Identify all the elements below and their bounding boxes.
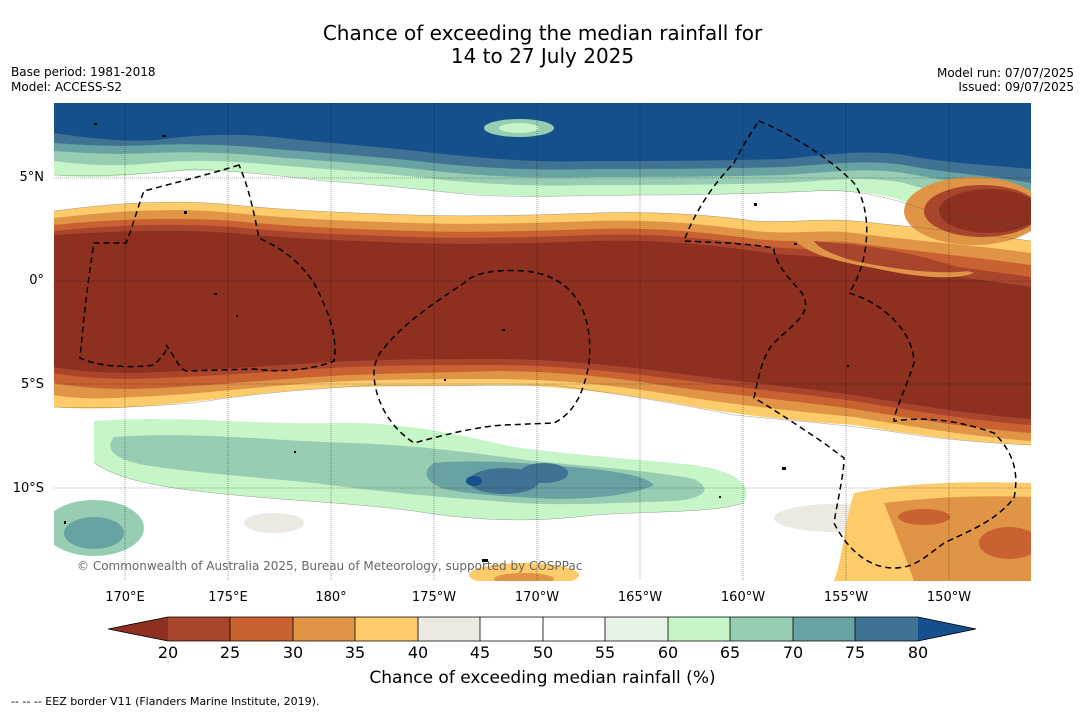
colorbar-55-60: [605, 617, 668, 641]
colorbar-tick-70: 70: [782, 643, 804, 662]
sw-wet-patch-core: [64, 517, 124, 549]
se-dry-core-2: [979, 527, 1031, 559]
bottom-dry-patch: [469, 563, 579, 581]
colorbar-tick-30: 30: [282, 643, 304, 662]
map-title-line-1: Chance of exceeding the median rainfall …: [322, 21, 763, 45]
colorbar-above-80: [918, 617, 976, 641]
colorbar-tick-65: 65: [719, 643, 741, 662]
issued-label: Issued: 09/07/2025: [958, 80, 1074, 94]
colorbar-tick-20: 20: [157, 643, 179, 662]
colorbar-tick-50: 50: [532, 643, 554, 662]
model-run-label: Model run: 07/07/2025: [936, 66, 1074, 80]
islands: [64, 123, 849, 562]
rainfall-probability-map: [54, 103, 1031, 581]
colorbar-title: Chance of exceeding median rainfall (%): [369, 668, 716, 688]
lon-label-165w: 165°W: [617, 590, 663, 605]
colorbar-tick-45: 45: [469, 643, 491, 662]
colorbar-40-45: [418, 617, 480, 641]
lat-label-5n: 5°N: [19, 170, 45, 185]
ne-dry-patch-core: [939, 189, 1031, 233]
north-wet-zone-max: [54, 103, 1031, 169]
bottom-dry-patch-core: [494, 573, 554, 581]
graticule: [54, 103, 1031, 581]
colorbar-35-40: [355, 617, 418, 641]
lon-label-170w: 170°W: [514, 590, 560, 605]
colorbar-tick-55: 55: [594, 643, 616, 662]
colorbar-outline: [108, 616, 977, 642]
map-canvas: [54, 103, 1031, 581]
lat-label-5s: 5°S: [20, 377, 44, 392]
colorbar-below-20: [108, 617, 168, 641]
colorbar-60-65: [668, 617, 730, 641]
colorbar-20-25: [168, 617, 230, 641]
colorbar-tick-35: 35: [344, 643, 366, 662]
dry-band-max: [54, 230, 1031, 419]
model-label: Model: ACCESS-S2: [11, 80, 123, 94]
wet-patch-south-max: [466, 476, 482, 486]
wet-patch-south-core-2: [520, 463, 568, 483]
lat-label-0: 0°: [29, 273, 44, 288]
map-title-line-2: 14 to 27 July 2025: [450, 44, 635, 68]
ne-dry-tongue-core: [814, 241, 969, 273]
colorbar-65-70: [730, 617, 793, 641]
base-period-label: Base period: 1981-2018: [11, 65, 156, 79]
lat-label-10s: 10°S: [12, 481, 44, 496]
contour-lines: [54, 168, 1031, 521]
se-dry-core-1: [898, 509, 950, 525]
colorbar-tick-80: 80: [907, 643, 929, 662]
lon-label-160w: 160°W: [720, 590, 766, 605]
wet-patch-1-core: [499, 123, 539, 133]
colorbar-25-30: [230, 617, 293, 641]
colorbar-tick-60: 60: [657, 643, 679, 662]
lon-label-180: 180°: [315, 590, 347, 605]
colorbar-75-80: [855, 617, 918, 641]
colorbar-tick-40: 40: [407, 643, 429, 662]
colorbar-70-75: [793, 617, 855, 641]
lon-label-175w: 175°W: [411, 590, 457, 605]
colorbar-tick-75: 75: [844, 643, 866, 662]
eez-borders: [79, 120, 1017, 569]
colorbar: [108, 616, 977, 642]
colorbar-tick-25: 25: [219, 643, 241, 662]
lon-label-150w: 150°W: [926, 590, 972, 605]
colorbar-50-55: [543, 617, 605, 641]
s-neutral-patch: [244, 513, 304, 533]
colorbar-45-50: [480, 617, 543, 641]
lon-label-155w: 155°W: [823, 590, 869, 605]
eez-legend-footnote: -- -- -- EEZ border V11 (Flanders Marine…: [11, 695, 320, 708]
lon-label-175e: 175°E: [208, 590, 248, 605]
copyright-notice: © Commonwealth of Australia 2025, Bureau…: [77, 559, 583, 573]
colorbar-30-35: [293, 617, 355, 641]
lon-label-170e: 170°E: [105, 590, 145, 605]
